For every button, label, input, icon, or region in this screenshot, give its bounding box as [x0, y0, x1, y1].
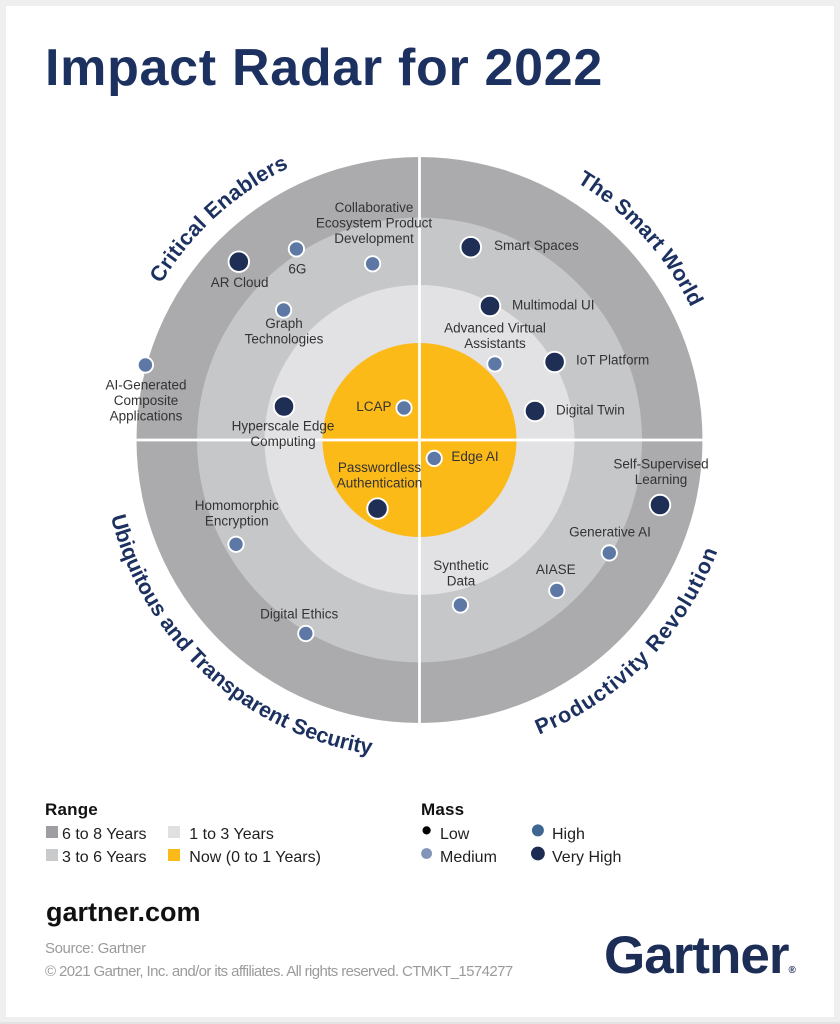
svg-text:Digital Twin: Digital Twin: [556, 403, 625, 418]
svg-text:Digital Ethics: Digital Ethics: [260, 607, 338, 622]
svg-text:IoT Platform: IoT Platform: [576, 353, 649, 368]
svg-text:AR Cloud: AR Cloud: [211, 275, 269, 290]
svg-text:Multimodal UI: Multimodal UI: [512, 298, 595, 313]
svg-text:6G: 6G: [288, 262, 306, 277]
svg-text:Edge AI: Edge AI: [451, 449, 498, 464]
svg-text:Generative AI: Generative AI: [569, 525, 651, 540]
svg-text:Smart Spaces: Smart Spaces: [494, 238, 579, 253]
svg-text:LCAP: LCAP: [356, 399, 391, 414]
svg-text:AIASE: AIASE: [536, 562, 576, 577]
